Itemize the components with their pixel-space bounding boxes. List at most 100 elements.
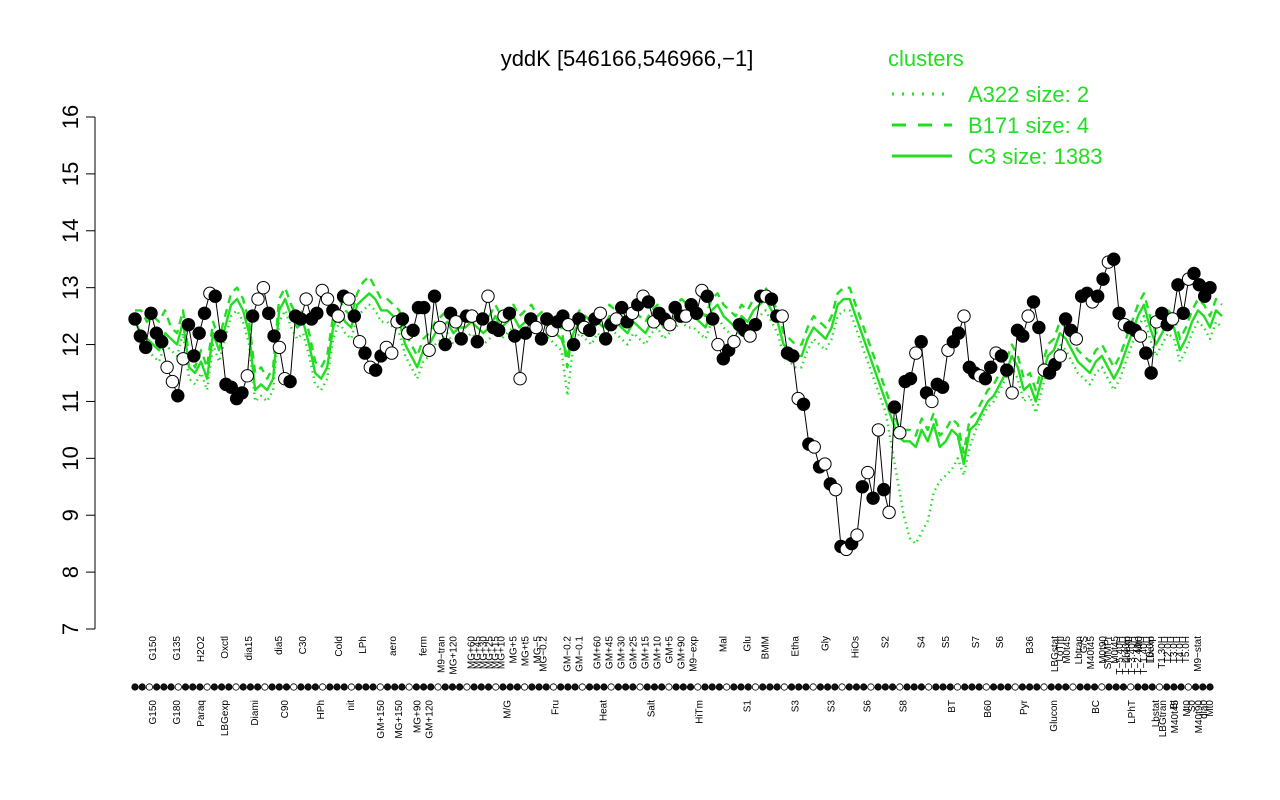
x-tick-label: GM−0.1 [574,636,585,672]
rug-mark [925,683,933,691]
data-point [1005,386,1019,400]
rug-mark [715,683,723,691]
rug-mark [888,683,897,691]
data-point [128,312,142,326]
rug-mark [448,683,457,691]
legend-entry-c3: C3 size: 1383 [968,144,1103,169]
x-tick-label: MG+30 [478,636,489,670]
data-point [957,309,971,323]
x-tick-label: B36 [1025,636,1036,654]
rug-mark [1083,683,1091,691]
data-point [513,371,527,386]
rug-mark [535,683,543,691]
data-point [251,292,265,306]
data-point [160,360,174,375]
x-tick-label: HPh [316,700,327,719]
rug-mark [138,683,146,691]
data-point [518,326,533,340]
data-point [861,465,875,480]
rug-mark [881,683,889,691]
data-point [1203,280,1217,295]
rug-mark [961,683,969,691]
rug-mark [1184,683,1192,691]
x-tick-label: B60 [983,700,994,718]
x-tick-label: MG+150 [394,700,405,739]
rug-mark [650,683,659,691]
data-point [529,320,543,335]
data-point [235,386,249,400]
rug-mark [412,683,420,691]
x-tick-label: G/S [1079,636,1090,654]
data-point [877,482,891,497]
x-tick-label: M0t90 [1098,636,1109,664]
x-tick-label: Diami [250,700,261,726]
y-tick-label-12: 12 [58,332,83,356]
data-point [866,491,880,505]
data-point [850,528,864,542]
data-point [138,340,153,355]
data-point [887,400,902,414]
x-tick-label: T5.0H [1181,636,1192,663]
x-tick-label: GM+90 [677,636,688,670]
x-tick-label: M/G [502,700,513,719]
rug-mark [297,683,305,691]
data-point [561,317,575,332]
rug-mark [1206,683,1214,691]
rug-mark [874,683,882,691]
x-tick-label: Mt0 [1182,700,1193,717]
x-tick-label: S1 [743,700,754,713]
rug-mark [1127,683,1135,691]
data-point [449,315,463,329]
rug-mark [1199,683,1207,691]
rug-mark [434,683,442,691]
x-tick-label: S3 [791,700,802,713]
x-tick-label: Fru [550,700,561,715]
data-point [245,309,260,323]
y-tick-label-13: 13 [58,275,83,299]
x-tick-label: T0.0H [1145,636,1156,663]
data-point [775,309,789,323]
x-tick-label: M9−tran [436,636,447,673]
rug-mark [903,683,911,691]
data-point [427,289,442,303]
x-tick-label: T3.0H [1169,636,1180,663]
rug-mark [484,683,493,691]
data-point [828,482,843,497]
x-tick-label: M9−stat [1193,636,1204,672]
rug-mark [246,683,255,691]
data-point [786,349,800,363]
rug-mark [441,683,449,691]
rug-mark [456,683,464,691]
y-tick-label-7: 7 [58,623,83,635]
data-point [181,317,196,332]
rug-mark [174,683,182,691]
rug-mark [1141,683,1149,691]
x-tick-label: T−3.40H [1127,636,1138,675]
x-tick-label: MG+45 [472,636,483,670]
data-point [598,332,613,346]
rug-mark [189,683,197,691]
rug-mark [1018,683,1027,691]
data-point [310,306,324,320]
data-point [593,306,607,320]
x-tick-label: LBGstat [1050,636,1061,672]
data-point [155,335,169,349]
rug-mark [802,683,810,691]
data-point [352,335,367,349]
data-point [925,394,939,409]
data-point [705,312,720,326]
rug-mark [427,683,435,691]
data-point [347,309,361,323]
data-point [417,300,431,315]
data-point [1144,366,1158,380]
x-tick-label: MG+10 [496,636,507,670]
data-point [614,300,629,315]
rug-mark [723,683,731,691]
rug-mark [268,683,276,691]
rug-mark [210,683,218,691]
data-point [1096,272,1110,286]
x-tick-label: LBGtran [1158,700,1169,737]
rug-mark [463,683,471,691]
x-tick-label: M40t45 [1170,700,1181,734]
data-point [764,292,779,306]
